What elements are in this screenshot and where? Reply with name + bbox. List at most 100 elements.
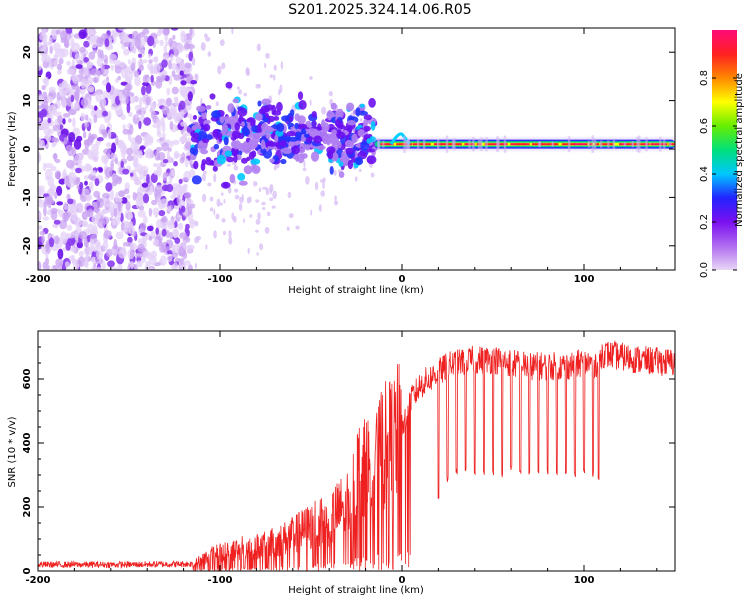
- scatter-blob: [288, 213, 294, 219]
- scatter-blob: [56, 63, 63, 71]
- scatter-blob: [110, 64, 115, 71]
- carrier-streak: [538, 141, 541, 147]
- scatter-blob: [243, 92, 247, 97]
- scatter-blob: [305, 176, 310, 185]
- spread-blob: [279, 140, 287, 148]
- carrier-core: [484, 143, 495, 146]
- scatter-blob: [118, 28, 127, 31]
- carrier-streak: [453, 138, 456, 151]
- scatter-blob: [71, 75, 79, 82]
- spread-blob: [363, 114, 372, 121]
- scatter-blob: [219, 39, 225, 46]
- carrier-streak: [593, 138, 597, 150]
- scatter-blob: [96, 57, 103, 67]
- scatter-blob: [102, 131, 108, 139]
- scatter-blob: [161, 142, 170, 152]
- scatter-blob: [146, 148, 153, 159]
- scatter-blob: [136, 109, 143, 115]
- scatter-blob: [98, 110, 103, 114]
- scatter-blob: [82, 188, 90, 198]
- scatter-blob: [64, 261, 70, 268]
- scatter-blob: [205, 244, 208, 250]
- carrier-streak: [485, 137, 488, 152]
- scatter-blob: [113, 207, 118, 218]
- scatter-blob: [53, 219, 61, 225]
- spread-blob: [237, 173, 246, 181]
- scatter-blob: [179, 156, 185, 164]
- carrier-core: [588, 143, 593, 146]
- spread-blob: [288, 136, 299, 142]
- scatter-blob: [148, 236, 153, 241]
- scatter-blob: [58, 57, 64, 65]
- scatter-blob: [186, 113, 193, 119]
- scatter-blob: [269, 74, 273, 79]
- carrier-core: [600, 143, 611, 146]
- spread-blob: [258, 108, 266, 115]
- spread-blob: [209, 93, 216, 100]
- spread-blob: [309, 130, 316, 137]
- carrier-streak: [659, 136, 662, 152]
- scatter-blob: [93, 114, 98, 124]
- carrier-streak: [612, 139, 616, 149]
- scatter-blob: [190, 203, 196, 209]
- scatter-blob: [115, 135, 119, 145]
- scatter-blob: [160, 255, 167, 266]
- scatter-blob: [215, 101, 219, 107]
- scatter-blob: [77, 202, 84, 214]
- scatter-blob: [121, 68, 128, 79]
- scatter-blob: [169, 53, 174, 62]
- scatter-blob: [38, 195, 42, 204]
- spread-blob: [232, 98, 240, 104]
- scatter-blob: [91, 143, 100, 151]
- scatter-blob: [271, 205, 276, 209]
- scatter-blob: [67, 237, 75, 246]
- scatter-blob: [80, 98, 89, 107]
- scatter-blob: [314, 181, 319, 191]
- scatter-blob: [322, 180, 325, 190]
- carrier-streak: [645, 137, 648, 152]
- scatter-blob: [310, 209, 313, 216]
- scatter-blob: [189, 158, 193, 167]
- scatter-blob: [111, 180, 118, 187]
- scatter-blob: [103, 230, 112, 239]
- scatter-blob: [76, 177, 81, 183]
- x-tick-label: 100: [574, 575, 595, 586]
- scatter-blob: [50, 207, 58, 214]
- scatter-blob: [151, 199, 158, 206]
- scatter-blob: [50, 165, 57, 172]
- x-tick-label: 0: [399, 575, 406, 586]
- scatter-blob: [137, 243, 145, 253]
- scatter-blob: [273, 74, 276, 81]
- x-tick-label: 100: [574, 274, 595, 285]
- scatter-blob: [158, 28, 162, 35]
- scatter-blob: [145, 96, 151, 106]
- scatter-blob: [164, 28, 170, 36]
- scatter-blob: [123, 37, 132, 43]
- tapering-spread-blobs: [188, 80, 378, 189]
- scatter-blob: [264, 62, 267, 69]
- scatter-blob: [108, 94, 113, 100]
- scatter-blob: [71, 247, 76, 253]
- scatter-blob: [111, 248, 116, 254]
- scatter-blob: [96, 249, 103, 260]
- scatter-blob: [205, 36, 211, 42]
- scatter-blob: [223, 198, 226, 204]
- scatter-blob: [295, 225, 300, 230]
- scatter-blob: [48, 237, 55, 248]
- scatter-blob: [269, 197, 273, 202]
- scatter-blob: [86, 196, 91, 202]
- scatter-blob: [184, 141, 191, 150]
- spread-blob: [363, 125, 371, 132]
- scatter-blob: [180, 121, 187, 127]
- scatter-blob: [146, 174, 150, 184]
- scatter-blob: [47, 117, 52, 124]
- scatter-blob: [228, 236, 233, 245]
- scatter-blob: [38, 225, 43, 230]
- scatter-blob: [111, 142, 117, 154]
- scatter-blob: [56, 185, 63, 196]
- scatter-blob: [118, 92, 123, 102]
- spread-blob: [344, 139, 354, 148]
- carrier-streak: [663, 139, 666, 149]
- spread-blob: [237, 107, 248, 117]
- scatter-blob: [38, 212, 42, 218]
